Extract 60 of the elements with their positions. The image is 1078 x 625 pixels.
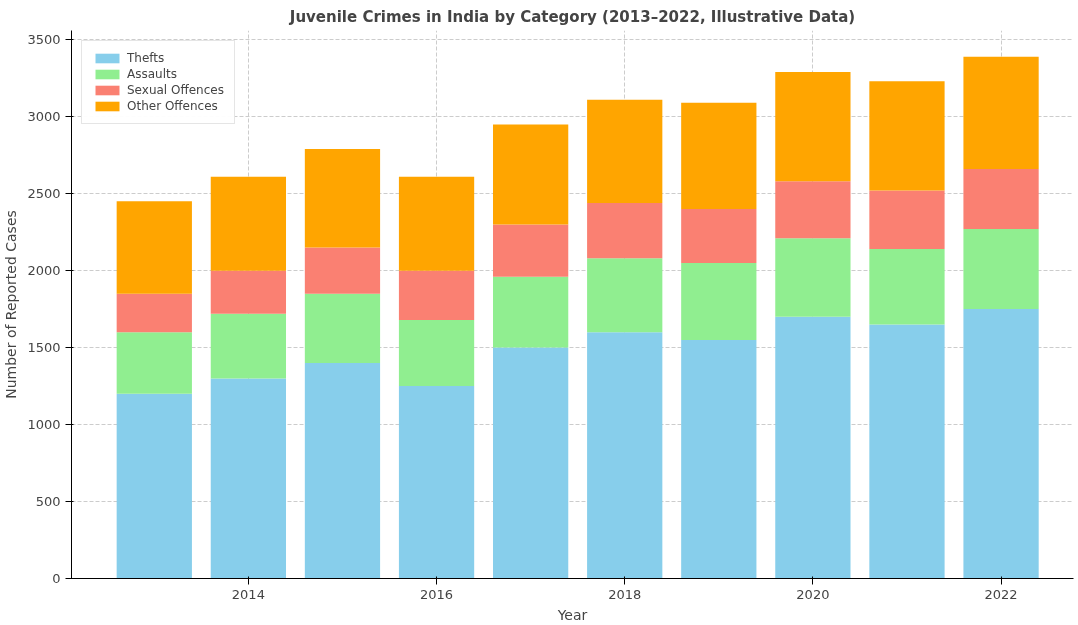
bar <box>587 99 663 203</box>
x-tick-label: 2020 <box>796 586 830 602</box>
bar <box>304 149 381 248</box>
bar <box>398 176 475 271</box>
bar <box>493 347 569 579</box>
bar <box>116 201 192 294</box>
bar <box>963 309 1039 579</box>
bar <box>304 362 381 579</box>
y-tick-label: 2000 <box>27 263 61 279</box>
bar <box>116 393 192 579</box>
bar <box>775 316 851 579</box>
bar <box>493 276 569 348</box>
bar <box>963 169 1039 230</box>
legend-label: Thefts <box>127 51 165 65</box>
y-tick-label: 2500 <box>27 186 61 202</box>
legend-label: Assaults <box>127 67 177 81</box>
y-tick-label: 1500 <box>27 340 61 356</box>
bar <box>210 378 287 579</box>
bar <box>210 176 287 271</box>
legend-label: Other Offences <box>127 99 218 113</box>
bar <box>398 386 475 579</box>
x-tick-label: 2022 <box>984 586 1018 602</box>
bar <box>963 56 1039 170</box>
bar <box>210 313 287 379</box>
bar <box>304 247 381 294</box>
bar <box>587 332 663 579</box>
bar <box>116 332 192 394</box>
bar <box>869 81 945 191</box>
y-tick-label: 0 <box>52 571 61 586</box>
bar <box>869 190 945 250</box>
bar <box>681 339 757 579</box>
x-tick-label: 2014 <box>231 586 265 602</box>
bar <box>493 124 569 225</box>
x-tick-label: 2016 <box>420 586 454 602</box>
legend-label: Sexual Offences <box>127 83 224 97</box>
bar <box>775 238 851 317</box>
bar <box>398 319 475 387</box>
bar <box>869 249 945 325</box>
bar <box>116 293 192 333</box>
bar <box>398 270 475 320</box>
y-axis-title: Number of Reported Cases <box>3 210 20 399</box>
bar <box>493 224 569 277</box>
y-tick-label: 3000 <box>27 109 61 125</box>
bar <box>775 181 851 239</box>
y-tick-label: 500 <box>35 494 61 510</box>
chart-title: Juvenile Crimes in India by Category (2013–2022, Illustrative Data) <box>288 7 856 26</box>
bar <box>775 72 851 182</box>
bar <box>963 229 1039 310</box>
bar <box>210 270 287 314</box>
bar <box>304 293 381 363</box>
bar <box>681 102 757 210</box>
y-tick-label: 3500 <box>27 32 61 48</box>
y-tick-label: 1000 <box>27 417 61 433</box>
bar <box>587 202 663 259</box>
bar <box>681 262 757 340</box>
x-axis-title: Year <box>556 606 588 623</box>
x-tick-label: 2018 <box>608 586 642 602</box>
bar <box>681 209 757 263</box>
bar <box>587 258 663 333</box>
bar <box>869 324 945 579</box>
